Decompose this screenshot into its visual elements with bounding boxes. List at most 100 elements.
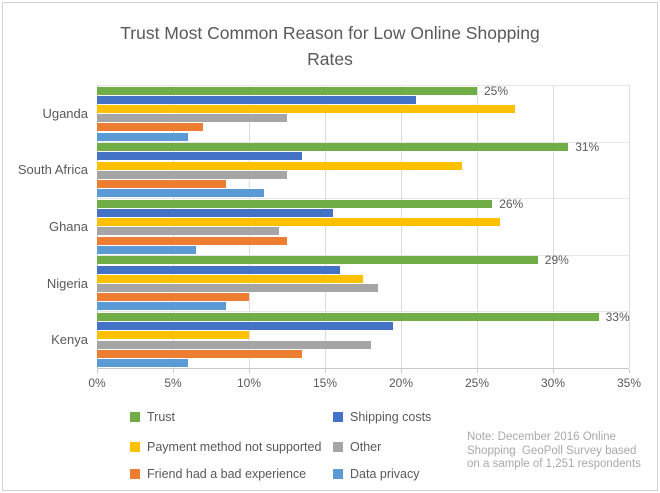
gridline — [173, 85, 174, 368]
legend-item-payment-method-not-supported: Payment method not supported — [130, 440, 321, 454]
bar-row — [97, 349, 629, 358]
x-axis-label: 30% — [540, 376, 566, 390]
category-separator — [97, 254, 629, 256]
bar-trust — [97, 256, 538, 265]
bar-row: 26% — [97, 197, 629, 211]
x-axis-label: 0% — [88, 376, 106, 390]
plot-area: 25% 31% 26% 29% 33% 0% 5% 10% 15% 20% 25% 30% 35% — [88, 83, 641, 390]
bar-row — [97, 208, 629, 217]
category-separator — [97, 311, 629, 313]
legend-swatch-data-privacy — [333, 469, 343, 479]
bar-row — [97, 265, 629, 274]
bar-friend-had-a-bad-experience — [97, 293, 249, 302]
x-axis-label: 25% — [464, 376, 490, 390]
bar-row — [97, 340, 629, 349]
axis-tick — [97, 369, 98, 373]
category-separator — [97, 141, 629, 143]
x-axis-label: 5% — [164, 376, 182, 390]
bar-friend-had-a-bad-experience — [97, 349, 303, 358]
gridline — [249, 85, 250, 368]
bar-row — [97, 293, 629, 302]
gridline — [629, 85, 630, 368]
bar-data-privacy — [97, 132, 189, 141]
category-label-uganda: Uganda — [42, 105, 88, 121]
bar-row: 31% — [97, 140, 629, 154]
bar-shipping-costs — [97, 322, 394, 331]
bar-row — [97, 236, 629, 245]
axis-tick — [173, 369, 174, 373]
bar-shipping-costs — [97, 208, 333, 217]
bar-payment-method-not-supported — [97, 104, 515, 113]
bar-row — [97, 179, 629, 188]
gridline — [401, 85, 402, 368]
category-label-nigeria: Nigeria — [46, 275, 88, 291]
bar-group-kenya: 33% — [97, 309, 630, 368]
bar-other — [97, 340, 371, 349]
bar-shipping-costs — [97, 95, 417, 104]
gridline — [477, 85, 478, 368]
bar-row — [97, 274, 629, 283]
bar-data-privacy — [97, 358, 189, 367]
legend-swatch-payment-method-not-supported — [130, 442, 140, 452]
gridline — [325, 85, 326, 368]
axis-tick — [249, 369, 250, 373]
bar-data-privacy — [97, 245, 196, 254]
bar-payment-method-not-supported — [97, 161, 462, 170]
bar-row — [97, 245, 629, 254]
x-axis-label: 35% — [616, 376, 642, 390]
value-label: 25% — [484, 83, 509, 98]
bar-other — [97, 170, 287, 179]
bar-row — [97, 189, 629, 198]
chart-title: Trust Most Common Reason for Low Online … — [0, 20, 660, 72]
bar-row — [97, 302, 629, 311]
legend-label-payment-method-not-supported: Payment method not supported — [147, 440, 322, 454]
axis-tick — [477, 369, 478, 373]
x-axis-label: 10% — [236, 376, 262, 390]
x-axis-label: 20% — [388, 376, 414, 390]
axis-tick — [325, 369, 326, 373]
legend-swatch-shipping-costs — [333, 412, 343, 422]
bar-group-uganda: 25% — [97, 83, 629, 142]
bar-row — [97, 358, 629, 367]
bar-row: 25% — [97, 83, 629, 98]
bar-shipping-costs — [97, 265, 341, 274]
bar-row: 33% — [97, 309, 630, 324]
bar-row: 29% — [97, 253, 629, 267]
bar-payment-method-not-supported — [97, 274, 363, 283]
bar-group-nigeria: 29% — [97, 253, 629, 312]
legend-swatch-other — [333, 442, 343, 452]
bar-friend-had-a-bad-experience — [97, 236, 287, 245]
legend-item-shipping-costs: Shipping costs — [333, 410, 431, 424]
bar-friend-had-a-bad-experience — [97, 179, 227, 188]
bar-row — [97, 152, 629, 161]
bar-trust — [97, 199, 493, 208]
bar-group-south-africa: 31% — [97, 140, 629, 199]
bar-other — [97, 114, 287, 123]
category-label-kenya: Kenya — [51, 332, 88, 348]
axis-tick — [553, 369, 554, 373]
bar-payment-method-not-supported — [97, 331, 249, 340]
bar-row — [97, 322, 629, 331]
category-label-ghana: Ghana — [48, 218, 88, 234]
legend-label-other: Other — [350, 440, 382, 454]
category-axis: Uganda South Africa Ghana Nigeria Kenya — [0, 85, 88, 368]
bar-group-ghana: 26% — [97, 197, 629, 255]
bar-row — [97, 218, 629, 227]
bar-shipping-costs — [97, 152, 303, 161]
legend-label-shipping-costs: Shipping costs — [350, 410, 432, 424]
bar-row — [97, 123, 629, 132]
legend-swatch-friend-had-a-bad-experience — [130, 469, 140, 479]
bar-trust — [97, 312, 599, 321]
bar-data-privacy — [97, 189, 265, 198]
legend-item-data-privacy: Data privacy — [333, 467, 419, 481]
axis-tick — [401, 369, 402, 373]
bar-row — [97, 227, 629, 236]
value-label: 33% — [605, 309, 630, 324]
bar-row — [97, 331, 629, 340]
legend-label-data-privacy: Data privacy — [350, 467, 420, 481]
bar-row — [97, 104, 629, 113]
legend-item-friend-had-a-bad-experience: Friend had a bad experience — [130, 467, 306, 481]
chart-title-line2: Rates — [307, 49, 353, 69]
legend-item-other: Other — [333, 440, 381, 454]
bar-row — [97, 95, 629, 104]
